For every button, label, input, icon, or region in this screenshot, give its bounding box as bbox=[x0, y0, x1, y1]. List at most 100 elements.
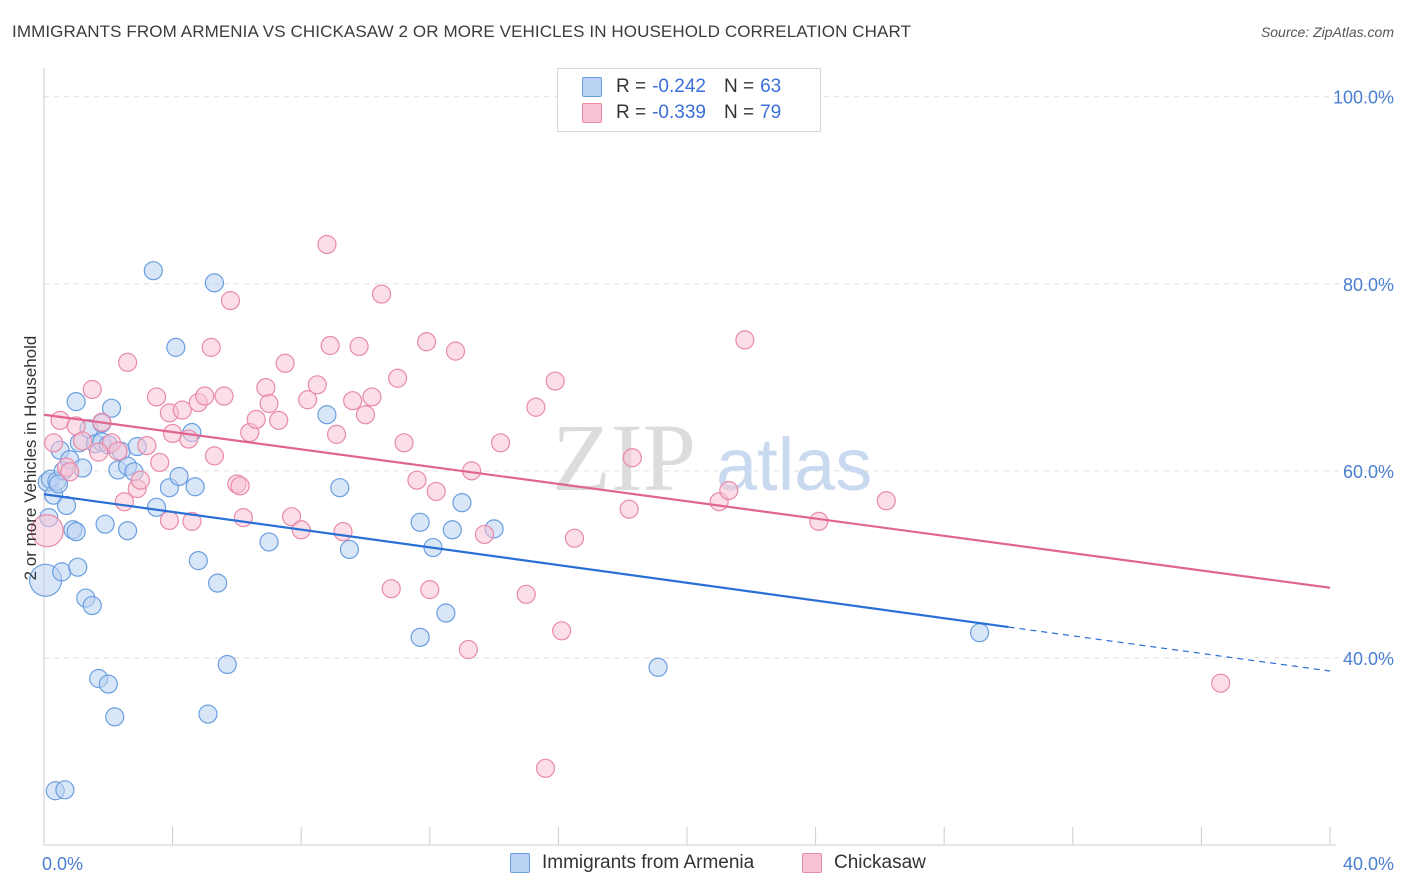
chickasaw-point bbox=[326, 424, 347, 444]
armenia-point bbox=[339, 539, 360, 560]
tick-labels: 40.0% 60.0% 80.0% 100.0% 0.0% 40.0% bbox=[42, 88, 1394, 874]
chickasaw-point bbox=[108, 441, 128, 461]
chickasaw-legend-swatch bbox=[802, 853, 822, 873]
armenia-point bbox=[436, 603, 456, 623]
y-tick-label: 60.0% bbox=[1343, 462, 1394, 482]
chickasaw-point bbox=[416, 332, 437, 352]
armenia-point bbox=[217, 654, 237, 675]
chickasaw-point bbox=[230, 476, 250, 496]
chickasaw-point bbox=[333, 522, 353, 542]
chart-title: IMMIGRANTS FROM ARMENIA VS CHICKASAW 2 O… bbox=[12, 22, 912, 41]
n-value: 79 bbox=[760, 102, 782, 123]
armenia-point bbox=[648, 657, 668, 677]
chickasaw-point bbox=[72, 431, 93, 451]
chickasaw-point bbox=[1211, 673, 1231, 693]
armenia-point bbox=[169, 466, 189, 487]
chickasaw-point bbox=[445, 341, 466, 361]
n-label: N = bbox=[723, 102, 755, 123]
watermark-atlas: atlas bbox=[716, 423, 872, 506]
legend-row-chickasaw: R = -0.339 N = 79 bbox=[582, 101, 781, 125]
stats-legend: R = -0.242 N = 63 R = -0.339 N = 79 bbox=[557, 68, 821, 132]
chickasaw-point bbox=[320, 335, 340, 356]
armenia-point bbox=[55, 780, 75, 800]
chickasaw-point bbox=[343, 391, 363, 411]
chickasaw-point bbox=[735, 330, 755, 350]
chickasaw-point bbox=[130, 470, 151, 490]
axes bbox=[43, 68, 1336, 846]
armenia-point bbox=[82, 595, 102, 616]
armenia-point bbox=[166, 337, 186, 357]
chickasaw-point bbox=[298, 390, 318, 410]
armenia-point bbox=[208, 573, 228, 593]
chickasaw-point bbox=[117, 352, 138, 372]
x-tick-label: 0.0% bbox=[42, 854, 83, 874]
trend-lines bbox=[43, 413, 1331, 672]
armenia-point bbox=[198, 704, 218, 724]
chickasaw-point bbox=[526, 397, 546, 417]
armenia-point bbox=[48, 474, 69, 494]
chickasaw-point bbox=[275, 353, 295, 373]
legend-item-armenia[interactable]: Immigrants from Armenia bbox=[510, 852, 754, 874]
armenia-point bbox=[259, 532, 279, 552]
armenia-point bbox=[410, 512, 430, 532]
armenia-point bbox=[101, 398, 122, 418]
chickasaw-point bbox=[204, 446, 224, 466]
chickasaw-point bbox=[30, 514, 64, 548]
armenia-point bbox=[204, 273, 224, 293]
chickasaw-point bbox=[535, 758, 556, 778]
chickasaw-point bbox=[269, 410, 289, 430]
chickasaw-point bbox=[89, 442, 109, 462]
chickasaw-point bbox=[458, 639, 478, 660]
chickasaw-points bbox=[30, 234, 1231, 778]
r-label: R = bbox=[616, 76, 647, 97]
source-label: Source: ZipAtlas.com bbox=[1260, 24, 1394, 40]
armenia-points bbox=[29, 261, 990, 801]
chickasaw-point bbox=[150, 452, 170, 473]
armenia-point bbox=[188, 551, 208, 571]
chickasaw-point bbox=[246, 409, 266, 430]
armenia-point bbox=[442, 520, 462, 540]
y-tick-label: 40.0% bbox=[1343, 649, 1394, 669]
chickasaw-point bbox=[809, 511, 829, 531]
armenia-trend-extension bbox=[1008, 626, 1331, 672]
chickasaw-point bbox=[362, 387, 382, 407]
legend-item-chickasaw[interactable]: Chickasaw bbox=[802, 852, 926, 874]
armenia-point bbox=[68, 557, 88, 577]
chickasaw-point bbox=[317, 234, 337, 255]
armenia-point bbox=[969, 623, 990, 643]
chickasaw-point bbox=[146, 387, 167, 407]
chickasaw-point bbox=[137, 435, 157, 456]
r-value: -0.339 bbox=[652, 102, 706, 123]
chickasaw-point bbox=[182, 511, 202, 531]
chickasaw-point bbox=[307, 375, 327, 395]
r-label: R = bbox=[616, 102, 647, 123]
armenia-legend-swatch bbox=[510, 853, 530, 873]
chickasaw-swatch bbox=[582, 103, 602, 123]
armenia-point bbox=[146, 497, 167, 517]
chickasaw-point bbox=[516, 584, 536, 604]
chickasaw-trend-line bbox=[43, 413, 1331, 589]
chickasaw-point bbox=[281, 507, 302, 527]
y-axis-label: 2 or more Vehicles in Household bbox=[21, 336, 40, 581]
chickasaw-point bbox=[619, 499, 639, 519]
chickasaw-point bbox=[719, 480, 739, 501]
chickasaw-point bbox=[214, 386, 234, 406]
chickasaw-point bbox=[552, 621, 572, 641]
armenia-swatch bbox=[582, 77, 602, 97]
grid-lines bbox=[44, 96, 1390, 659]
chickasaw-point bbox=[622, 448, 642, 468]
chickasaw-point bbox=[876, 491, 896, 511]
chickasaw-point bbox=[220, 291, 241, 311]
armenia-point bbox=[317, 405, 337, 425]
armenia-point bbox=[52, 562, 72, 582]
n-label: N = bbox=[723, 76, 755, 97]
chickasaw-point bbox=[371, 284, 392, 304]
armenia-point bbox=[105, 707, 125, 727]
legend-row-armenia: R = -0.242 N = 63 bbox=[582, 75, 781, 99]
armenia-trend-line bbox=[43, 493, 1009, 629]
chickasaw-point bbox=[349, 336, 369, 357]
chickasaw-point bbox=[159, 510, 179, 531]
armenia-point bbox=[410, 627, 430, 647]
chickasaw-point bbox=[60, 462, 80, 482]
